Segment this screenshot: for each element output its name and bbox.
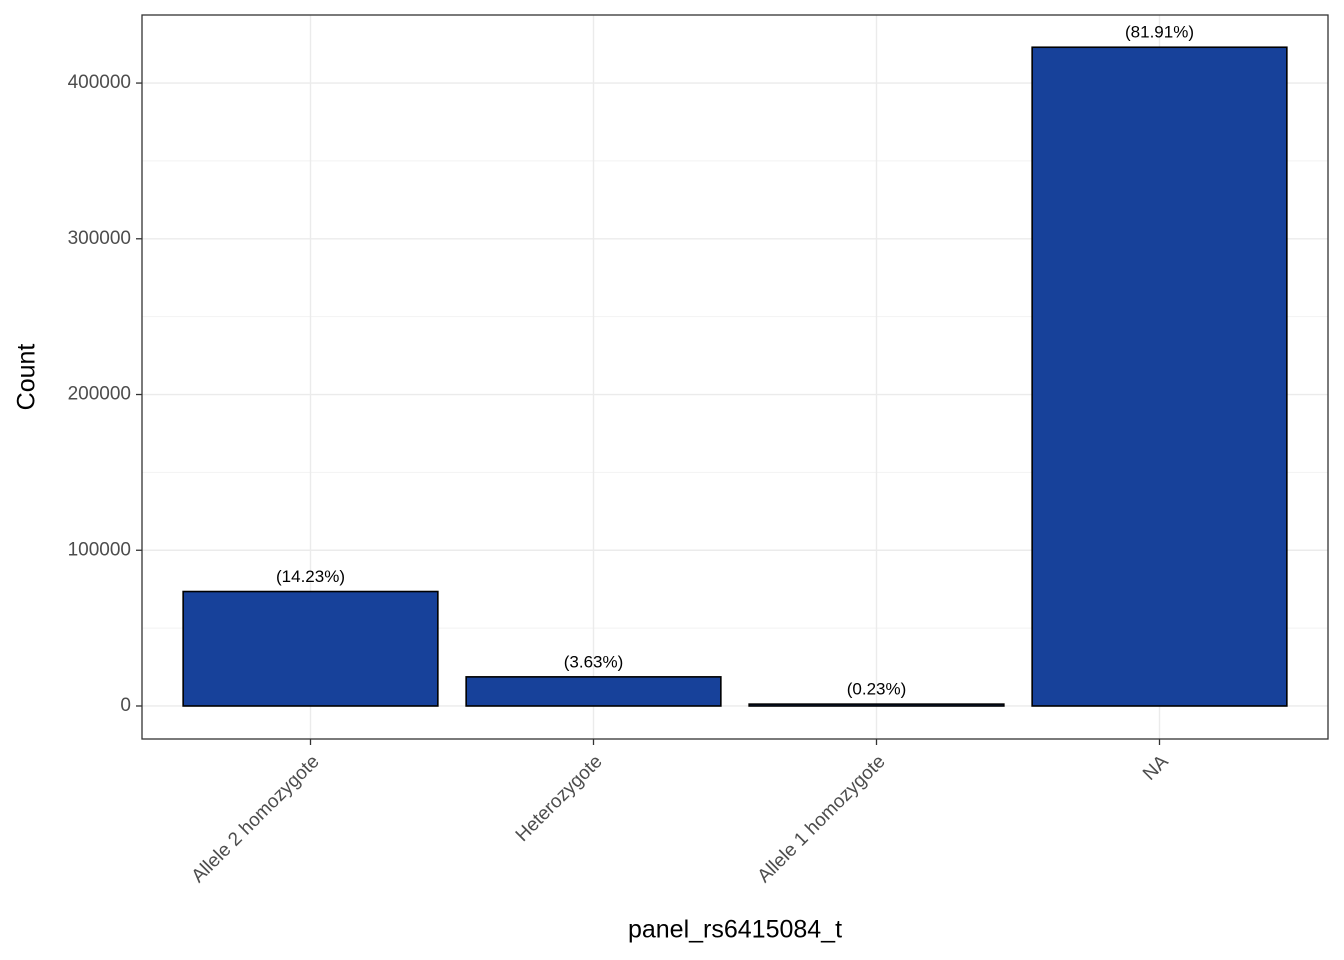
y-tick-label: 400000 bbox=[68, 72, 131, 93]
x-tick-label: Allele 2 homozygote bbox=[188, 751, 324, 887]
x-tick-label: NA bbox=[1139, 751, 1173, 785]
y-tick-label: 300000 bbox=[68, 228, 131, 249]
bar bbox=[465, 676, 722, 707]
percent-label: (14.23%) bbox=[276, 567, 345, 586]
bar bbox=[182, 590, 439, 707]
y-tick-label: 100000 bbox=[68, 539, 131, 560]
y-axis-title: Count bbox=[13, 344, 41, 411]
percent-label: (81.91%) bbox=[1125, 23, 1194, 42]
x-axis-title: panel_rs6415084_t bbox=[628, 916, 842, 944]
x-tick-label: Heterozygote bbox=[512, 751, 607, 846]
bar bbox=[1031, 46, 1288, 707]
plot-border bbox=[141, 14, 1329, 740]
percent-label: (0.23%) bbox=[847, 680, 907, 699]
y-tick-label: 200000 bbox=[68, 384, 131, 405]
percent-label: (3.63%) bbox=[564, 652, 624, 671]
bar bbox=[748, 703, 1005, 707]
y-tick-label: 0 bbox=[120, 695, 131, 716]
x-tick-label: Allele 1 homozygote bbox=[754, 751, 890, 887]
